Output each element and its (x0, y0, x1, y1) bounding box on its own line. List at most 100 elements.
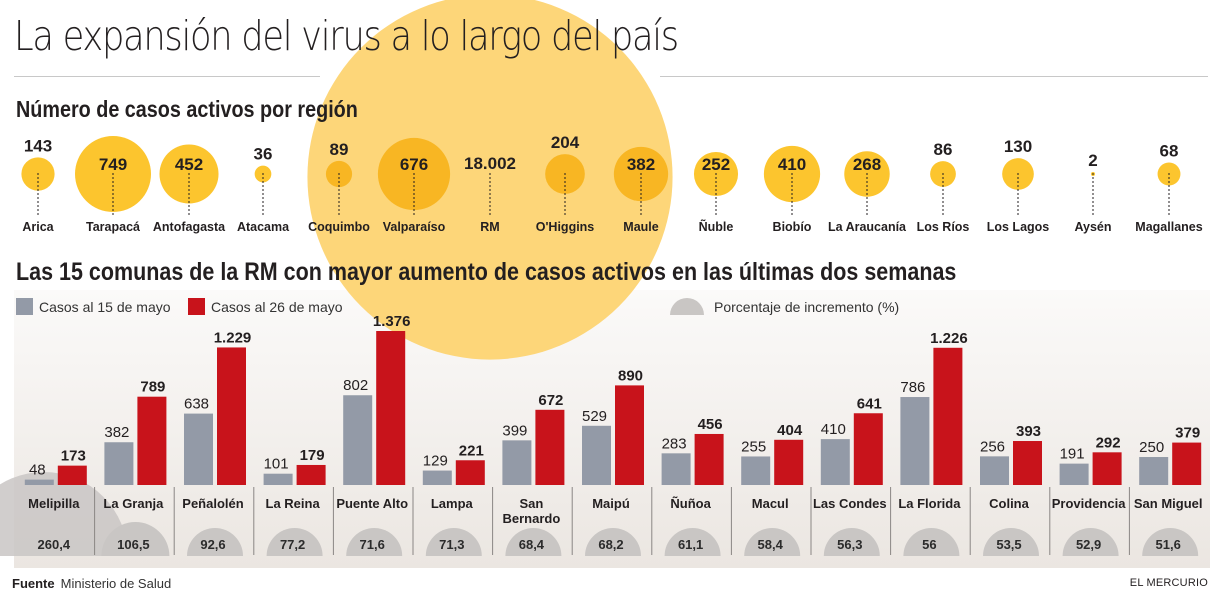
bar-26-value: 404 (777, 422, 803, 439)
percent-semicircle (903, 528, 960, 556)
bubble-category-label: Magallanes (1135, 220, 1202, 234)
bar-15-value: 638 (184, 396, 209, 413)
comuna-label: Macul (752, 496, 789, 511)
legend-label: Porcentaje de incremento (%) (714, 298, 900, 315)
bubble-category-label: Ñuble (699, 219, 734, 234)
bubble-value: 749 (99, 155, 127, 174)
comuna-label: La Florida (898, 496, 961, 511)
comuna-label: Las Condes (813, 496, 887, 511)
bar-26-mayo (933, 347, 963, 485)
bar-26-mayo (57, 465, 87, 485)
bubble-category-label: Atacama (237, 220, 290, 234)
comuna-label: Peñalolén (182, 496, 243, 511)
bar-26-mayo (1092, 452, 1122, 485)
bar-15-mayo (980, 456, 1009, 485)
bar-15-value: 48 (29, 462, 46, 479)
bar-15-mayo (184, 413, 213, 485)
bar-15-mayo (1059, 463, 1089, 485)
bar-15-value: 786 (900, 379, 925, 396)
bar-26-mayo (774, 439, 804, 485)
percent-semicircle (505, 528, 562, 556)
legend-swatch-red (188, 298, 205, 315)
percent-value: 61,1 (678, 537, 703, 552)
bar-15-value: 529 (582, 408, 607, 425)
legend-item-percent: Porcentaje de incremento (%) (670, 298, 899, 315)
comuna-label: San Miguel (1134, 496, 1203, 511)
bar-15-mayo (263, 473, 293, 485)
percent-value: 58,4 (758, 537, 784, 552)
bar-15-mayo (422, 470, 452, 485)
percent-semicircle (101, 522, 170, 556)
bar-15-value: 129 (423, 453, 448, 470)
bar-26-value: 672 (538, 392, 563, 409)
legend-swatch-gray (16, 298, 33, 315)
bar-26-mayo (1172, 442, 1202, 485)
comuna-label: Providencia (1052, 496, 1126, 511)
bar-26-value: 379 (1175, 425, 1200, 442)
percent-value: 106,5 (117, 537, 150, 552)
bar-26-value: 1.226 (930, 330, 968, 347)
bar-15-value: 399 (502, 422, 527, 439)
comuna-label: Ñuñoa (670, 496, 711, 511)
bar-26-mayo (217, 347, 246, 485)
bar-26-mayo (694, 433, 724, 485)
title-rule-right (660, 76, 1208, 77)
percent-value: 68,2 (598, 537, 623, 552)
percent-value: 51,6 (1156, 537, 1181, 552)
source-note: Fuente Ministerio de Salud (12, 576, 171, 591)
percent-semicircle (0, 472, 128, 556)
bubble-value: 204 (551, 133, 580, 152)
bubble-value: 89 (330, 140, 349, 159)
bubble-value: 252 (702, 155, 730, 174)
bar-15-value: 382 (104, 424, 129, 441)
bar-15-mayo (104, 442, 134, 485)
bubble-category-label: O'Higgins (536, 220, 595, 234)
comuna-label: La Reina (266, 496, 321, 511)
source-label: Fuente (12, 576, 55, 591)
comuna-label: Colina (989, 496, 1029, 511)
bubble-category-label: Maule (623, 220, 658, 234)
bar-15-mayo (741, 456, 771, 485)
percent-semicircle (664, 528, 721, 556)
percent-value: 77,2 (280, 537, 305, 552)
bar-26-value: 789 (140, 379, 165, 396)
comuna-label: San Bernardo (503, 496, 561, 526)
percent-semicircle (585, 528, 641, 556)
title-rule-left (14, 76, 320, 77)
legend-item-15-mayo: Casos al 15 de mayo (16, 298, 171, 315)
page-title: La expansión del virus a lo largo del pa… (14, 12, 679, 60)
comuna-label: Lampa (431, 496, 474, 511)
bar-15-mayo (900, 397, 930, 485)
bar-15-mayo (820, 439, 850, 485)
percent-value: 92,6 (200, 537, 225, 552)
bar-15-value: 283 (662, 435, 687, 452)
bubble-category-label: La Araucanía (828, 220, 907, 234)
bar-15-mayo (1139, 457, 1169, 485)
bar-chart-panel (14, 290, 1210, 568)
percent-value: 52,9 (1076, 537, 1101, 552)
bubble-category-label: Los Lagos (987, 220, 1050, 234)
bar-26-mayo (615, 385, 644, 485)
percent-value: 260,4 (38, 537, 71, 552)
bar-26-value: 1.229 (214, 329, 252, 346)
bar-15-mayo (502, 440, 532, 485)
bubble-value: 36 (254, 145, 273, 164)
regions-heading: Número de casos activos por región (16, 96, 358, 122)
bar-26-value: 292 (1096, 434, 1121, 451)
bar-15-mayo (343, 395, 373, 485)
bubble-category-label: Coquimbo (308, 220, 370, 234)
bar-15-value: 802 (343, 377, 368, 394)
comuna-label: Maipú (592, 496, 630, 511)
bubble-category-label: Los Ríos (917, 220, 970, 234)
bar-15-value: 191 (1060, 446, 1085, 463)
bar-15-value: 250 (1139, 439, 1164, 456)
bar-26-value: 173 (61, 448, 86, 465)
bubble-category-label: Tarapacá (86, 220, 140, 234)
percent-value: 56 (922, 537, 936, 552)
bar-26-value: 179 (300, 447, 325, 464)
percent-value: 68,4 (519, 537, 545, 552)
bar-26-value: 1.376 (373, 313, 411, 330)
legend-label: Casos al 26 de mayo (211, 298, 343, 315)
